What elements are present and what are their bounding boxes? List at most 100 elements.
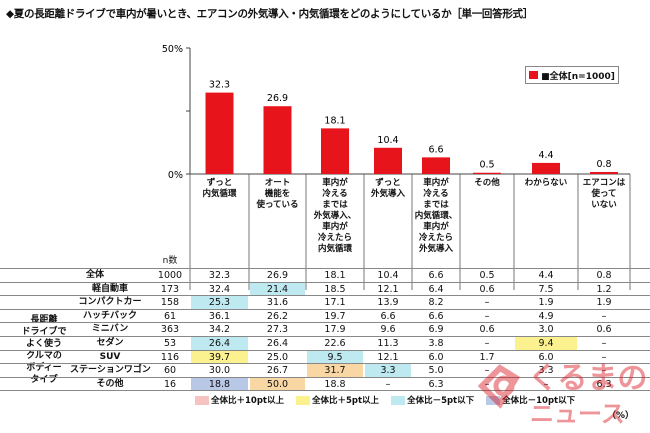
table-cell: 26.4 bbox=[266, 338, 289, 349]
bar-value-label: 10.4 bbox=[377, 135, 398, 146]
car-logo-icon: くるまの ニュース bbox=[477, 361, 647, 428]
category-label: その他 bbox=[474, 178, 500, 188]
table-cell: 6.3 bbox=[428, 378, 444, 390]
table-cell: 26.7 bbox=[266, 365, 289, 377]
table-cell: 34.2 bbox=[208, 324, 231, 336]
table-cell: 6.0 bbox=[538, 351, 554, 363]
y-tick-label: 50% bbox=[162, 44, 183, 55]
table-cell: 3.0 bbox=[538, 324, 554, 336]
table-cell: 18.1 bbox=[324, 270, 346, 281]
row-n: 116 bbox=[160, 351, 180, 363]
category-label: 車内が 冷える までは 外気導入、 車内が 冷えたら 内気循環 bbox=[313, 178, 357, 254]
table-cell: 6.6 bbox=[380, 310, 396, 322]
table-cell: 31.6 bbox=[266, 297, 289, 309]
table-cell: 27.3 bbox=[266, 324, 289, 336]
table-cell: – bbox=[484, 338, 490, 349]
table-cell: 0.6 bbox=[479, 283, 495, 295]
table-cell: 31.7 bbox=[307, 364, 363, 378]
table-cell: 1.2 bbox=[596, 283, 612, 295]
table-cell: 4.9 bbox=[538, 310, 554, 322]
category-label: ずっと 外気導入 bbox=[370, 178, 405, 199]
table-cell: 19.7 bbox=[324, 310, 346, 322]
table-cell: 8.2 bbox=[428, 297, 444, 309]
highlight-legend: 全体比＋10pt以上 全体比＋5pt以上 全体比－5pt以下 全体比－10pt以下 bbox=[195, 394, 575, 406]
table-cell: – bbox=[484, 310, 490, 322]
row-label: その他 bbox=[96, 378, 124, 389]
table-cell: 1.9 bbox=[538, 297, 554, 309]
table-cell: 6.6 bbox=[428, 310, 444, 322]
table-cell: 1.9 bbox=[596, 297, 612, 309]
table-cell: 6.9 bbox=[428, 324, 444, 336]
table-cell: 18.5 bbox=[324, 283, 346, 295]
highlight-legend-item: 全体比＋10pt以上 bbox=[195, 394, 284, 406]
highlight-swatch bbox=[295, 395, 310, 405]
watermark-text: くるまの bbox=[528, 361, 647, 396]
row-n: 1000 bbox=[157, 270, 183, 281]
row-n: 61 bbox=[163, 310, 177, 322]
table-cell: 32.3 bbox=[208, 270, 231, 281]
table-cell: 9.5 bbox=[307, 350, 363, 364]
bar bbox=[321, 128, 349, 174]
bar bbox=[590, 171, 618, 174]
table-cell: – bbox=[601, 365, 607, 377]
table-cell: 17.1 bbox=[324, 297, 346, 309]
table-cell: – bbox=[543, 378, 549, 390]
bar bbox=[532, 162, 560, 174]
category-label: エアコンは 使って いない bbox=[582, 178, 626, 210]
table-cell: 3.8 bbox=[428, 338, 444, 349]
table-cell: – bbox=[601, 338, 607, 349]
table-cell: 17.9 bbox=[324, 324, 346, 336]
table-bottom-border bbox=[0, 390, 650, 392]
row-n: 173 bbox=[160, 283, 180, 295]
legend-swatch bbox=[529, 71, 539, 79]
chart-title: ◆夏の長距離ドライブで車内が暑いとき、エアコンの外気導入・内気循環をどのようにし… bbox=[6, 8, 533, 20]
category-label: わからない bbox=[524, 178, 568, 188]
highlight-legend-label: 全体比＋5pt以上 bbox=[311, 396, 380, 406]
table-cell: 0.5 bbox=[479, 270, 495, 281]
row-label: 軽自動車 bbox=[91, 283, 128, 294]
bar bbox=[263, 106, 292, 174]
category-label: 車内が 冷える までは 内気循環、 車内が 冷えたら 外気導入 bbox=[414, 178, 458, 254]
legend-text: ■全体[n=1000] bbox=[541, 71, 615, 82]
bar-value-label: 0.5 bbox=[479, 160, 494, 171]
table-cell: – bbox=[601, 351, 607, 363]
highlight-legend-label: 全体比－5pt以下 bbox=[407, 396, 475, 406]
table-row: SUV 116 39.7 25.0 9.5 12.1 6.0 1.7 6.0 – bbox=[0, 349, 650, 364]
table-row: その他 16 18.8 50.0 18.8–6.3– –6.3 bbox=[0, 376, 650, 391]
bar bbox=[374, 147, 402, 174]
table-cell: 9.6 bbox=[380, 324, 396, 336]
table-cell: 13.9 bbox=[377, 297, 399, 309]
group-label: 長距離 ドライブで よく使う クルマの ボディー タイプ bbox=[21, 315, 67, 386]
row-label: コンパクトカー bbox=[78, 297, 142, 308]
highlight-legend-item: 全体比－10pt以下 bbox=[486, 394, 575, 406]
table-row: ハッチバック 61 36.1 26.2 19.7 6.6 6.6 – 4.9 – bbox=[0, 308, 650, 323]
bar bbox=[422, 157, 450, 174]
table-row: ステーションワゴン 60 30.0 26.7 31.7 3.3 5.0–3.3– bbox=[0, 363, 650, 378]
table-cell: – bbox=[601, 310, 607, 322]
table-cell: 18.8 bbox=[324, 378, 346, 390]
highlight-legend-item: 全体比－5pt以下 bbox=[391, 394, 474, 406]
table-cell: 26.4 bbox=[191, 337, 248, 350]
table-cell: 6.6 bbox=[428, 270, 444, 281]
table-cell: 6.0 bbox=[428, 351, 444, 363]
highlight-legend-label: 全体比＋10pt以上 bbox=[211, 396, 284, 406]
table-cell: 6.3 bbox=[596, 378, 612, 390]
row-n: 16 bbox=[163, 378, 177, 390]
table-cell: 26.9 bbox=[266, 270, 289, 281]
table-cell: 0.6 bbox=[596, 324, 612, 336]
row-label: SUV bbox=[99, 351, 121, 362]
unit-label: （%） bbox=[607, 411, 635, 421]
row-n: 158 bbox=[160, 297, 180, 309]
row-label: 全体 bbox=[85, 270, 104, 280]
bar bbox=[473, 172, 501, 174]
table-cell: 3.3 bbox=[365, 364, 411, 378]
row-n: 53 bbox=[163, 338, 177, 349]
table-cell: 0.8 bbox=[596, 270, 612, 281]
table-cell: 36.1 bbox=[208, 310, 231, 322]
bar-chart: 50% 0% 32.3 26.9 18.1 10.4 6.6 0.5 4.4 0.8 bbox=[162, 44, 631, 290]
table-cell: 0.6 bbox=[479, 324, 495, 336]
table-cell: 39.7 bbox=[191, 350, 248, 364]
bar-value-label: 32.3 bbox=[209, 80, 230, 91]
bar-value-label: 4.4 bbox=[538, 150, 553, 161]
table-cell: 1.7 bbox=[479, 351, 495, 363]
